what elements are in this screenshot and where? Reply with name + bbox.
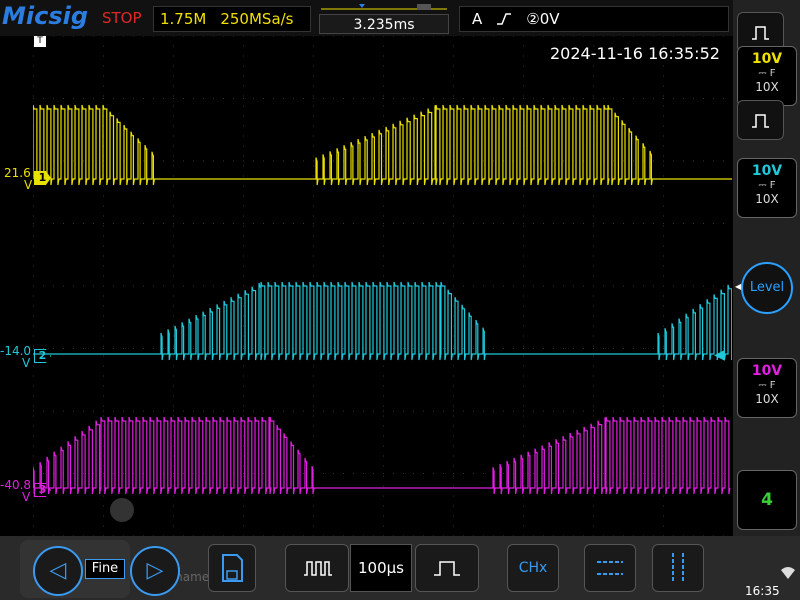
- vertical-cursor-button[interactable]: [652, 544, 704, 592]
- ch1-offset-label: 21.6 V: [4, 166, 32, 192]
- ch3-probe: 10X: [755, 392, 779, 406]
- trigger-position-marker: [359, 4, 365, 8]
- horizontal-cursor-button[interactable]: [584, 544, 636, 592]
- channel-menu-button[interactable]: 4: [737, 470, 797, 530]
- brand-logo: Micsig: [2, 2, 89, 30]
- scroll-left-button[interactable]: ◁: [33, 546, 83, 596]
- horizontal-cursor-icon: [597, 561, 623, 575]
- ch2-offset-value: -14.0: [0, 344, 32, 358]
- wide-pulse-icon: [752, 26, 769, 40]
- rising-edge-icon: [497, 13, 512, 25]
- save-button[interactable]: [208, 544, 256, 592]
- right-arrow-icon: ▷: [146, 558, 164, 583]
- memory-depth: 1.75M: [160, 10, 207, 28]
- ch1-offset-value: 21.6: [4, 166, 31, 180]
- left-arrow-icon: ◁: [49, 558, 67, 583]
- ch2-settings[interactable]: 10V ⎓ F 10X: [737, 158, 797, 218]
- view-window-marker: [417, 4, 431, 10]
- timebase-value[interactable]: 100μs: [350, 544, 412, 592]
- ch1-coupling-value: F: [769, 68, 776, 79]
- ch2-probe: 10X: [755, 192, 779, 206]
- ch1-volts-div: 10V: [751, 51, 783, 67]
- ch1-offset-unit: V: [24, 178, 33, 192]
- ch2-trace: [33, 281, 732, 361]
- waveform-canvas: [33, 36, 732, 536]
- ch2-coupling-value: F: [769, 180, 776, 191]
- time-offset-field[interactable]: 3.235ms: [319, 14, 449, 34]
- vertical-cursor-icon: [672, 553, 684, 583]
- waveform-display[interactable]: [33, 36, 732, 536]
- wifi-icon: [781, 567, 795, 579]
- fine-toggle[interactable]: Fine: [85, 559, 125, 579]
- trigger-mode: A: [472, 10, 483, 28]
- timeline-overview: [321, 4, 447, 10]
- ghost-circle: [110, 498, 134, 522]
- scale-down-button[interactable]: [737, 100, 784, 140]
- ch3-trace: [33, 416, 731, 495]
- trigger-time-marker[interactable]: T: [34, 36, 46, 47]
- sample-rate: 250MSa/s: [220, 10, 294, 28]
- run-state-indicator[interactable]: STOP: [102, 9, 142, 27]
- ch3-coupling: ⎓ F: [758, 380, 776, 391]
- ch1-probe: 10X: [755, 80, 779, 94]
- ch1-marker[interactable]: 1: [34, 171, 51, 185]
- capture-timestamp: 2024-11-16 16:35:52: [550, 44, 720, 63]
- ch1-settings[interactable]: 10V ⎓ F 10X: [737, 46, 797, 106]
- ch1-trace: [33, 104, 732, 186]
- ch3-marker[interactable]: 3: [34, 483, 51, 497]
- system-clock: 16:35: [745, 584, 780, 598]
- ch2-marker[interactable]: 2: [34, 349, 51, 363]
- narrow-pulse-icon: [752, 114, 769, 128]
- ch3-offset-value: -40.8: [0, 478, 32, 492]
- trigger-level-button[interactable]: Level: [741, 262, 793, 314]
- level-pointer-icon: ◀: [735, 282, 742, 291]
- scroll-right-button[interactable]: ▷: [130, 546, 180, 596]
- ch2-volts-div: 10V: [751, 163, 783, 179]
- trigger-source-level: ②0V: [526, 10, 560, 28]
- ch2-offset-label: -14.0 V: [0, 344, 31, 370]
- ch2-coupling: ⎓ F: [758, 180, 776, 191]
- ch3-settings[interactable]: 10V ⎓ F 10X: [737, 358, 797, 418]
- ch3-offset-label: -40.8 V: [0, 478, 31, 504]
- ch1-coupling: ⎓ F: [758, 68, 776, 79]
- save-icon: [222, 554, 243, 582]
- acquisition-info[interactable]: 1.75M 250MSa/s: [153, 6, 311, 32]
- channel-select-button[interactable]: CHx: [507, 544, 559, 592]
- scale-up-button[interactable]: [737, 12, 784, 52]
- wide-pulse-icon: [434, 561, 460, 576]
- ch3-volts-div: 10V: [751, 363, 783, 379]
- ch2-offset-unit: V: [22, 356, 31, 370]
- trigger-info[interactable]: A ②0V: [459, 6, 729, 32]
- timebase-increase-button[interactable]: [415, 544, 479, 592]
- ch3-offset-unit: V: [22, 490, 31, 504]
- trigger-level-marker-icon[interactable]: ◀: [714, 347, 725, 363]
- narrow-pulses-icon: [304, 561, 332, 576]
- timebase-decrease-button[interactable]: [285, 544, 349, 592]
- ch3-coupling-value: F: [769, 380, 776, 391]
